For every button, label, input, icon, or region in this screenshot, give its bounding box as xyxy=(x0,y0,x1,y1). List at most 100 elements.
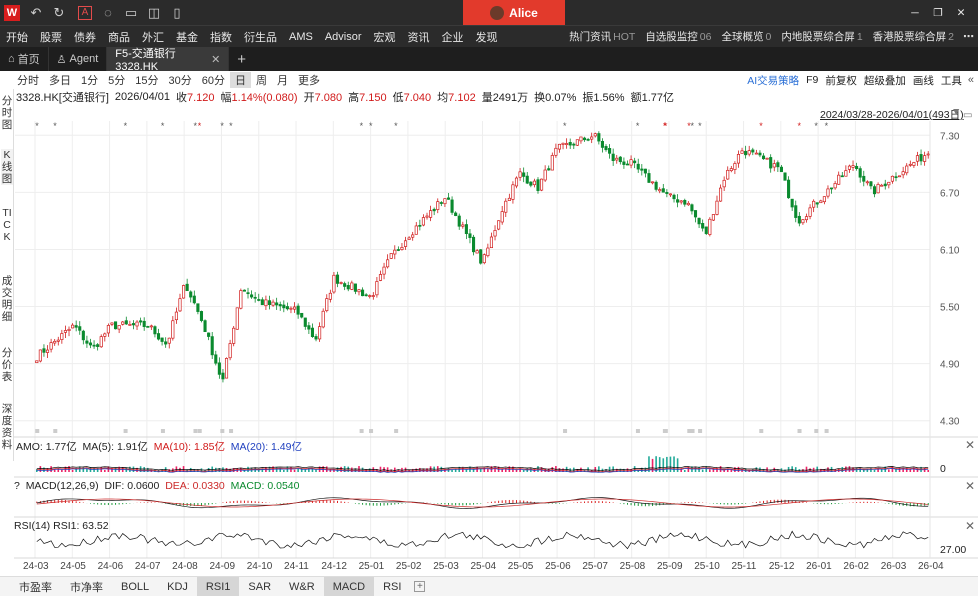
indicator-tab-0[interactable]: 市盈率 xyxy=(19,581,52,594)
tab-agent[interactable]: ♙ Agent xyxy=(49,47,108,71)
candle-body xyxy=(271,301,275,306)
indicator-tab-6[interactable]: W&R xyxy=(289,580,315,593)
dropdown-icon[interactable]: ▼ xyxy=(951,106,962,118)
menu-item-13[interactable]: 发现 xyxy=(475,31,498,44)
candle-body xyxy=(71,324,75,329)
menu-item-11[interactable]: 资讯 xyxy=(407,31,430,44)
indicator-tab-3[interactable]: KDJ xyxy=(167,580,188,593)
menu-item-3[interactable]: 商品 xyxy=(108,31,130,44)
quick-link-4[interactable]: 香港股票综合屏 2 xyxy=(872,31,954,43)
indicator-tab-2[interactable]: BOLL xyxy=(121,580,150,593)
menu-item-5[interactable]: 基金 xyxy=(176,31,198,44)
home-icon: ⌂ xyxy=(8,53,15,65)
amo-bar xyxy=(501,469,503,472)
text-a-icon[interactable]: A xyxy=(78,5,92,20)
macd-close-icon[interactable]: ✕ xyxy=(964,479,975,493)
tab-stock[interactable]: F5-交通银行 3328.HK ✕ xyxy=(107,47,230,73)
quick-link-0[interactable]: 热门资讯 HOT xyxy=(569,31,636,43)
left-nav-3[interactable]: 成交明细 xyxy=(1,275,13,323)
period-0[interactable]: 分时 xyxy=(17,75,39,87)
tool-0[interactable]: AI交易策略 xyxy=(747,74,800,87)
amo-close-icon[interactable]: ✕ xyxy=(964,438,975,452)
refresh-icon[interactable]: ↻ xyxy=(53,4,65,20)
candle-body xyxy=(246,292,250,295)
menu-item-2[interactable]: 债券 xyxy=(74,31,96,44)
add-indicator-icon[interactable]: + xyxy=(414,581,426,592)
amo-bar xyxy=(100,467,103,472)
candle-body xyxy=(364,294,368,297)
menu-item-12[interactable]: 企业 xyxy=(441,31,464,44)
panel-toggle-icon[interactable]: ▭ xyxy=(963,110,973,121)
date-range[interactable]: 2024/03/28-2026/04/01(493日) xyxy=(820,109,964,121)
period-8[interactable]: 周 xyxy=(256,75,267,87)
period-3[interactable]: 5分 xyxy=(108,75,126,87)
amount-value: 1.77亿 xyxy=(641,92,674,104)
bookmark-icon[interactable]: ▯ xyxy=(173,4,181,20)
tab-home[interactable]: ⌂ 首页 xyxy=(0,47,49,71)
left-nav-5[interactable]: 深度资料 xyxy=(1,403,13,451)
period-10[interactable]: 更多 xyxy=(298,75,320,87)
tool-5[interactable]: 工具 xyxy=(940,74,962,87)
restore-icon[interactable]: ❐ xyxy=(933,6,943,19)
candle-body xyxy=(761,155,766,160)
minimize-icon[interactable]: ─ xyxy=(911,6,919,19)
bell-icon[interactable]: ◫ xyxy=(147,4,161,20)
indicator-tab-5[interactable]: SAR xyxy=(248,580,272,593)
period-7[interactable]: 日 xyxy=(230,72,251,88)
left-nav-4[interactable]: 分价表 xyxy=(1,347,13,383)
close-tab-icon[interactable]: ✕ xyxy=(211,53,221,66)
period-9[interactable]: 月 xyxy=(277,75,288,87)
tool-1[interactable]: F9 xyxy=(806,74,819,86)
period-4[interactable]: 15分 xyxy=(135,75,159,87)
candle-body xyxy=(403,240,408,247)
x-tick-label: 24-07 xyxy=(135,561,161,572)
indicator-tab-1[interactable]: 市净率 xyxy=(70,581,103,594)
menu-item-9[interactable]: Advisor xyxy=(324,30,362,43)
chat-icon[interactable]: ◌ xyxy=(104,5,112,20)
candle-body xyxy=(464,224,468,235)
rsi-close-icon[interactable]: ✕ xyxy=(964,519,975,533)
menu-item-1[interactable]: 股票 xyxy=(40,31,62,44)
quick-link-1[interactable]: 自选股监控 06 xyxy=(645,31,712,43)
amo-bar xyxy=(651,458,654,472)
indicator-tab-7[interactable]: MACD xyxy=(323,576,375,596)
period-6[interactable]: 60分 xyxy=(201,75,225,87)
add-tab-button[interactable]: + xyxy=(237,50,247,68)
monitor-icon[interactable]: ▭ xyxy=(124,4,138,20)
candle-body xyxy=(711,214,715,221)
amo-bar xyxy=(483,467,486,472)
menu-item-6[interactable]: 指数 xyxy=(210,31,232,44)
quick-link-2[interactable]: 全球概览 0 xyxy=(721,31,772,43)
close-icon[interactable]: ✕ xyxy=(956,6,966,19)
candle-body xyxy=(131,323,136,326)
period-2[interactable]: 1分 xyxy=(81,75,99,87)
candle-body xyxy=(547,168,551,171)
left-nav-2[interactable]: TICK xyxy=(2,207,12,243)
tool-2[interactable]: 前复权 xyxy=(825,74,857,87)
tool-4[interactable]: 画线 xyxy=(912,74,934,87)
amo-bar xyxy=(96,468,99,472)
candle-body xyxy=(554,147,558,156)
indicator-tab-4[interactable]: RSI1 xyxy=(196,576,240,596)
menu-item-8[interactable]: AMS xyxy=(289,30,313,43)
menu-item-4[interactable]: 外汇 xyxy=(142,31,164,44)
left-nav-0[interactable]: 分时图 xyxy=(1,95,13,131)
menu-item-10[interactable]: 宏观 xyxy=(373,31,396,44)
candle-body xyxy=(747,150,751,155)
menu-item-0[interactable]: 开始 xyxy=(6,31,28,44)
back-icon[interactable]: ↶ xyxy=(30,4,42,20)
user-badge[interactable]: Alice xyxy=(463,0,565,25)
collapse-icon[interactable]: « xyxy=(967,74,974,86)
menu-item-7[interactable]: 衍生品 xyxy=(244,31,277,44)
period-5[interactable]: 30分 xyxy=(168,75,192,87)
candle-body xyxy=(565,143,569,145)
quick-link-3[interactable]: 内地股票综合屏 1 xyxy=(781,31,863,43)
left-nav-1[interactable]: K线图 xyxy=(1,149,13,185)
tool-3[interactable]: 超级叠加 xyxy=(863,74,906,87)
period-1[interactable]: 多日 xyxy=(49,75,71,87)
candle-body xyxy=(67,328,71,331)
indicator-tab-8[interactable]: RSI xyxy=(383,580,402,593)
more-icon[interactable]: ⋯ xyxy=(963,31,974,43)
candle-body xyxy=(446,197,451,200)
